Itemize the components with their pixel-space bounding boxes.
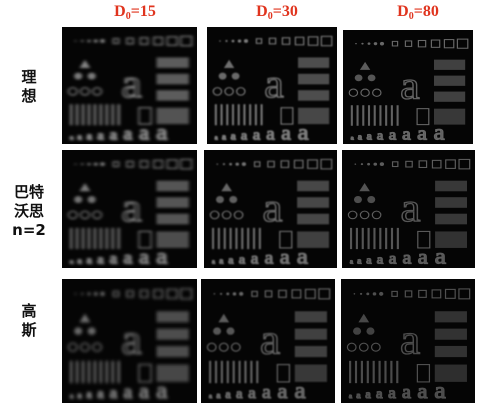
svg-text:a: a: [156, 245, 168, 268]
svg-text:a: a: [212, 259, 215, 266]
svg-text:a: a: [123, 383, 132, 403]
svg-text:a: a: [156, 378, 167, 403]
svg-text:a: a: [356, 390, 360, 400]
svg-text:a: a: [239, 252, 245, 266]
svg-text:a: a: [281, 121, 292, 144]
svg-text:a: a: [358, 132, 362, 141]
column-heading-d0-15: D0=15: [114, 3, 156, 22]
svg-text:a: a: [377, 252, 383, 266]
svg-text:a: a: [123, 125, 133, 144]
svg-text:a: a: [78, 256, 82, 265]
svg-text:a: a: [376, 387, 383, 402]
svg-text:a: a: [110, 249, 119, 267]
svg-text:a: a: [263, 186, 283, 230]
svg-text:a: a: [78, 132, 82, 141]
svg-text:a: a: [225, 388, 230, 400]
svg-text:a: a: [402, 125, 411, 144]
svg-text:a: a: [222, 132, 226, 141]
svg-text:a: a: [367, 131, 372, 142]
svg-text:a: a: [389, 127, 396, 143]
svg-text:a: a: [280, 245, 291, 268]
svg-text:a: a: [97, 129, 104, 143]
svg-text:a: a: [241, 128, 247, 142]
svg-text:a: a: [70, 393, 73, 400]
svg-text:a: a: [110, 125, 119, 143]
svg-text:a: a: [265, 248, 275, 268]
svg-text:a: a: [389, 249, 397, 267]
svg-text:a: a: [216, 390, 220, 400]
svg-text:a: a: [236, 387, 243, 402]
svg-text:a: a: [209, 393, 212, 400]
svg-text:a: a: [110, 384, 118, 402]
svg-text:a: a: [219, 256, 223, 265]
svg-text:a: a: [228, 255, 233, 266]
svg-text:a: a: [366, 255, 371, 266]
svg-text:a: a: [70, 259, 73, 266]
svg-text:a: a: [139, 379, 149, 403]
svg-text:a: a: [78, 390, 82, 400]
svg-text:a: a: [349, 393, 352, 400]
svg-text:a: a: [231, 131, 236, 142]
row-heading-butterworth: 巴特 沃思 n=2: [12, 183, 46, 239]
svg-text:a: a: [298, 120, 310, 144]
svg-text:a: a: [417, 123, 427, 144]
svg-text:a: a: [248, 384, 256, 402]
svg-text:a: a: [388, 384, 396, 402]
svg-text:a: a: [97, 253, 104, 267]
svg-text:a: a: [365, 388, 370, 400]
svg-text:a: a: [87, 131, 92, 142]
svg-text:a: a: [434, 121, 445, 144]
svg-text:a: a: [253, 127, 261, 143]
svg-text:a: a: [251, 249, 259, 267]
svg-text:a: a: [97, 387, 104, 402]
svg-text:a: a: [417, 379, 427, 403]
svg-text:a: a: [156, 121, 168, 144]
svg-text:a: a: [123, 248, 133, 268]
svg-text:a: a: [400, 64, 420, 107]
column-heading-d0-30: D0=30: [256, 3, 298, 22]
svg-text:a: a: [377, 128, 383, 142]
svg-text:a: a: [435, 245, 447, 268]
svg-text:a: a: [121, 316, 141, 363]
column-heading-d0-80: D0=80: [397, 3, 439, 22]
svg-text:a: a: [357, 256, 361, 265]
svg-text:a: a: [294, 378, 305, 403]
svg-text:a: a: [121, 186, 141, 230]
svg-text:a: a: [264, 63, 284, 107]
row-heading-gaussian: 高斯: [21, 302, 37, 339]
svg-text:a: a: [277, 379, 287, 403]
svg-text:a: a: [297, 245, 309, 268]
svg-text:a: a: [401, 186, 421, 230]
row-heading-ideal: 理想: [21, 68, 37, 105]
svg-text:a: a: [402, 383, 411, 403]
svg-text:a: a: [434, 378, 445, 403]
svg-text:a: a: [266, 124, 275, 144]
svg-text:a: a: [139, 122, 150, 144]
svg-text:a: a: [215, 135, 218, 142]
svg-text:a: a: [70, 135, 73, 141]
svg-text:a: a: [400, 317, 420, 363]
svg-text:a: a: [403, 248, 413, 268]
svg-text:a: a: [418, 245, 429, 268]
svg-text:a: a: [351, 136, 354, 142]
svg-text:a: a: [262, 383, 271, 403]
svg-text:a: a: [139, 246, 150, 268]
svg-text:a: a: [350, 259, 353, 266]
svg-text:a: a: [87, 255, 92, 266]
svg-text:a: a: [260, 317, 280, 363]
svg-text:a: a: [121, 63, 141, 107]
svg-text:a: a: [87, 388, 93, 400]
